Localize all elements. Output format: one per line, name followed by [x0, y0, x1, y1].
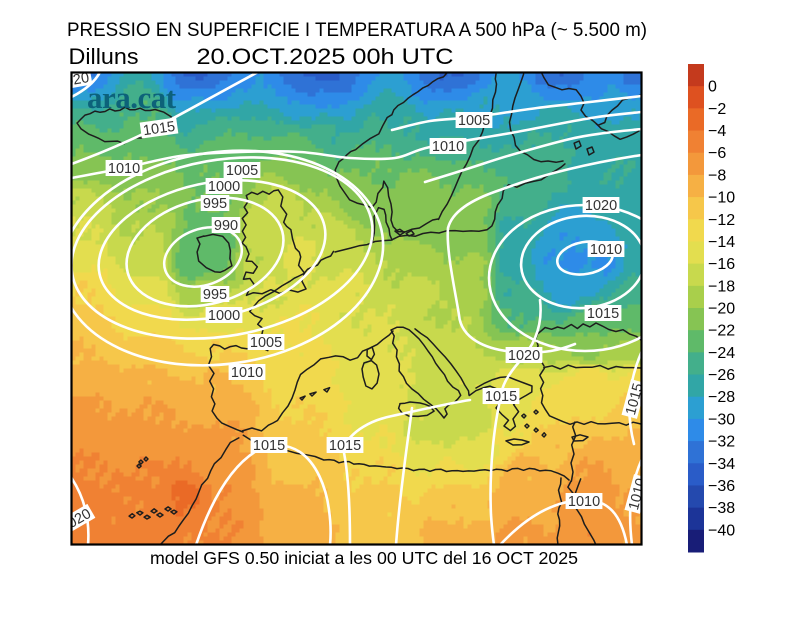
svg-text:−18: −18	[708, 278, 735, 295]
svg-text:−14: −14	[708, 234, 735, 251]
svg-text:−36: −36	[708, 478, 735, 495]
svg-text:1020: 1020	[585, 198, 617, 214]
svg-text:1015: 1015	[587, 306, 619, 322]
svg-text:020: 020	[64, 70, 91, 90]
svg-text:20.OCT.2025 00h UTC: 20.OCT.2025 00h UTC	[197, 44, 454, 69]
svg-text:0: 0	[708, 79, 717, 96]
svg-text:model GFS 0.50 iniciat a les 0: model GFS 0.50 iniciat a les 00 UTC del …	[150, 548, 578, 568]
svg-text:−8: −8	[708, 167, 726, 184]
svg-text:1005: 1005	[458, 113, 490, 129]
svg-text:1005: 1005	[250, 335, 282, 351]
svg-text:1015: 1015	[142, 119, 176, 139]
svg-text:−34: −34	[708, 456, 735, 473]
svg-text:1015: 1015	[485, 389, 517, 405]
svg-text:−20: −20	[708, 301, 735, 318]
svg-text:−24: −24	[708, 345, 735, 362]
svg-text:−22: −22	[708, 323, 735, 340]
svg-text:1020: 1020	[508, 348, 540, 364]
svg-text:−4: −4	[708, 123, 726, 140]
svg-text:1010: 1010	[590, 242, 622, 258]
svg-text:−10: −10	[708, 190, 735, 207]
svg-text:1000: 1000	[208, 179, 240, 195]
svg-text:−32: −32	[708, 434, 735, 451]
svg-text:−2: −2	[708, 101, 726, 118]
svg-text:1015: 1015	[329, 438, 361, 454]
svg-text:1015: 1015	[253, 438, 285, 454]
svg-text:1010: 1010	[568, 494, 600, 510]
svg-text:995: 995	[203, 287, 227, 303]
svg-text:−6: −6	[708, 145, 726, 162]
svg-text:990: 990	[214, 218, 238, 234]
svg-text:995: 995	[203, 196, 227, 212]
svg-text:−38: −38	[708, 500, 735, 517]
svg-text:ara.cat: ara.cat	[87, 80, 177, 115]
svg-text:Dilluns: Dilluns	[69, 44, 139, 69]
svg-text:−26: −26	[708, 367, 735, 384]
svg-text:−40: −40	[708, 522, 735, 539]
svg-text:1010: 1010	[108, 161, 140, 177]
svg-text:1010: 1010	[432, 139, 464, 155]
svg-text:−28: −28	[708, 389, 735, 406]
svg-text:PRESSIO EN SUPERFICIE I TEMPER: PRESSIO EN SUPERFICIE I TEMPERATURA A 50…	[67, 19, 647, 41]
svg-text:−16: −16	[708, 256, 735, 273]
svg-text:1005: 1005	[226, 163, 258, 179]
svg-text:−30: −30	[708, 411, 735, 428]
svg-text:1000: 1000	[208, 308, 240, 324]
svg-text:1010: 1010	[231, 365, 263, 381]
svg-text:−12: −12	[708, 212, 735, 229]
